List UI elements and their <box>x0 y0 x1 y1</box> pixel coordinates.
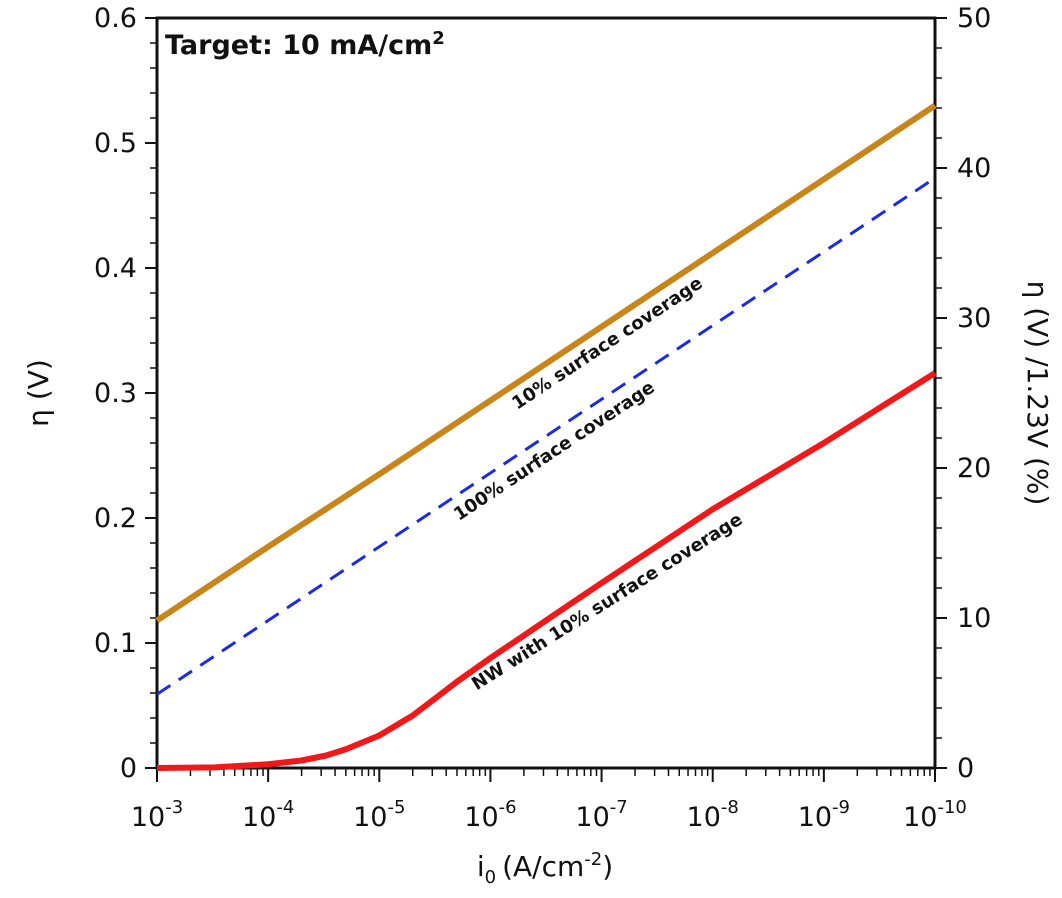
y-right-tick-label: 30 <box>957 303 991 334</box>
series-line-hundred <box>156 176 936 696</box>
y-left-tick-label: 0.6 <box>94 3 137 34</box>
y-right-tick-label: 40 <box>957 153 991 184</box>
y-left-tick-label: 0.4 <box>94 253 137 284</box>
y-left-tick-label: 0.5 <box>94 128 137 159</box>
x-axis-label: i0 (A/cm-2) <box>477 849 613 888</box>
y-left-tick-label: 0 <box>120 753 137 784</box>
y-right-tick-label: 10 <box>957 603 991 634</box>
x-tick-label: 10-4 <box>242 797 294 833</box>
x-tick-label: 10-9 <box>798 797 850 833</box>
y-right-tick-label: 0 <box>957 753 974 784</box>
x-tick-label: 10-10 <box>903 797 967 833</box>
y-right-tick-label: 50 <box>957 3 991 34</box>
y-left-tick-label: 0.2 <box>94 503 137 534</box>
ticks-layer <box>145 17 947 782</box>
annotation-nw: NW with 10% surface coverage <box>468 509 746 695</box>
x-tick-label: 10-3 <box>131 797 183 833</box>
series-line-nw <box>156 370 937 771</box>
y-right-tick-label: 20 <box>957 453 991 484</box>
labels-layer: 0 0.1 0.2 0.3 0.4 0.5 0.6 0 10 20 30 40 50 10-3 10-4 10… <box>94 3 991 833</box>
y-left-tick-label: 0.1 <box>94 628 137 659</box>
x-tick-label: 10-5 <box>353 797 405 833</box>
series-layer <box>155 103 937 771</box>
target-box-label: Target: 10 mA/cm2 <box>165 28 445 61</box>
x-tick-label: 10-7 <box>575 797 627 833</box>
x-tick-label: 10-8 <box>687 797 739 833</box>
annotation-hundred: 100% surface coverage <box>450 377 659 525</box>
y-axis-right-label: η (V) /1.23V (%) <box>1021 281 1054 506</box>
y-axis-left-label: η (V) <box>22 359 55 427</box>
x-tick-label: 10-6 <box>464 797 516 833</box>
annotation-ten: 10% surface coverage <box>508 273 706 414</box>
y-left-tick-label: 0.3 <box>94 378 137 409</box>
series-line-ten <box>155 103 937 623</box>
